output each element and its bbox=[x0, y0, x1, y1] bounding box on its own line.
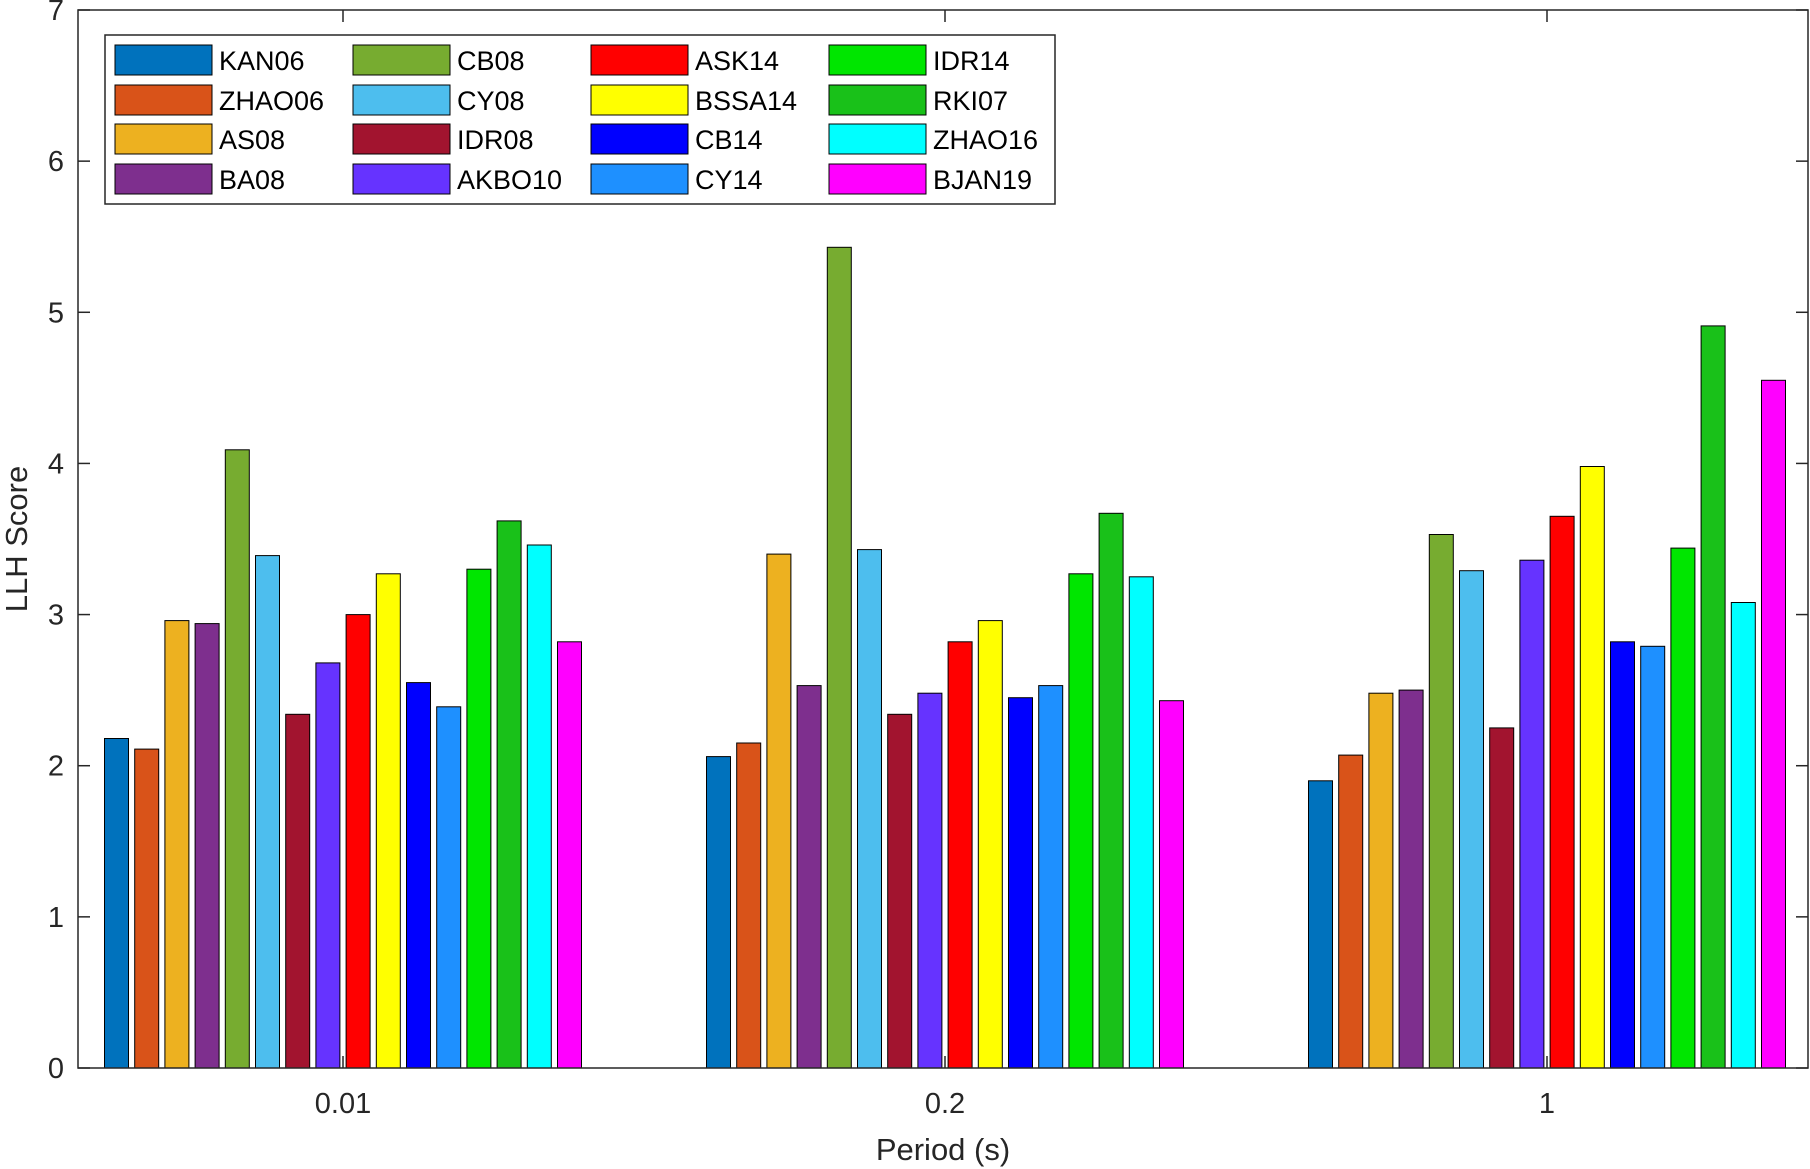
bar-ba08-0p01 bbox=[194, 623, 220, 1069]
legend-label-bssa14: BSSA14 bbox=[695, 86, 797, 116]
bar-as08-1 bbox=[1368, 692, 1394, 1069]
bar-group bbox=[104, 246, 1786, 1069]
legend-swatch-rki07 bbox=[828, 84, 927, 116]
bar-rki07-0p2 bbox=[1098, 512, 1124, 1069]
bar-bjan19-1 bbox=[1761, 379, 1786, 1069]
bar-bssa14-0p2 bbox=[977, 620, 1003, 1069]
x-axis-title: Period (s) bbox=[876, 1132, 1010, 1167]
bar-idr08-0p2 bbox=[887, 713, 913, 1069]
legend-swatch-bssa14 bbox=[590, 84, 689, 116]
y-tick-label: 7 bbox=[48, 0, 64, 27]
legend-swatch-idr08 bbox=[352, 123, 451, 155]
y-tick-label: 6 bbox=[48, 146, 64, 178]
legend-label-akbo10: AKBO10 bbox=[457, 165, 562, 195]
bar-cy14-1 bbox=[1640, 645, 1666, 1069]
legend-label-idr08: IDR08 bbox=[457, 125, 534, 155]
bar-akbo10-0p01 bbox=[315, 662, 341, 1069]
bar-bssa14-0p01 bbox=[375, 573, 401, 1069]
bar-idr14-0p2 bbox=[1068, 573, 1094, 1069]
legend-swatch-zhao06 bbox=[114, 84, 213, 116]
legend-label-idr14: IDR14 bbox=[933, 46, 1010, 76]
legend-swatch-idr14 bbox=[828, 44, 927, 76]
y-tick-label: 2 bbox=[48, 751, 64, 783]
legend-label-ask14: ASK14 bbox=[695, 46, 779, 76]
bar-bjan19-0p2 bbox=[1159, 700, 1184, 1069]
plot-area-frame bbox=[77, 9, 1809, 1069]
y-axis-title: LLH Score bbox=[0, 466, 34, 612]
legend: KAN06 ZHAO06 AS08 BA08 CB08 CY08 IDR08 AKBO10 AS… bbox=[104, 34, 1056, 205]
bar-cb14-0p2 bbox=[1008, 697, 1033, 1069]
bar-cb08-0p2 bbox=[826, 246, 852, 1069]
bar-zhao06-1 bbox=[1338, 754, 1364, 1069]
bar-rki07-0p01 bbox=[496, 520, 522, 1069]
bar-ask14-0p01 bbox=[345, 614, 371, 1069]
bar-bssa14-1 bbox=[1579, 466, 1605, 1069]
legend-swatch-kan06 bbox=[114, 44, 213, 76]
bar-zhao16-1 bbox=[1730, 602, 1756, 1069]
legend-label-cb08: CB08 bbox=[457, 46, 525, 76]
bar-cb08-1 bbox=[1428, 534, 1454, 1069]
legend-swatch-cb14 bbox=[590, 123, 689, 155]
bar-rki07-1 bbox=[1700, 325, 1726, 1069]
legend-label-cb14: CB14 bbox=[695, 125, 763, 155]
legend-label-bjan19: BJAN19 bbox=[933, 165, 1032, 195]
y-tick-label: 0 bbox=[48, 1053, 64, 1085]
y-tick-label: 4 bbox=[48, 448, 64, 480]
legend-swatch-cy14 bbox=[590, 163, 689, 195]
bar-kan06-1 bbox=[1308, 780, 1333, 1069]
legend-label-cy08: CY08 bbox=[457, 86, 525, 116]
bar-cy08-1 bbox=[1459, 570, 1484, 1069]
bar-cy14-0p2 bbox=[1038, 685, 1064, 1069]
x-axis: 0.01 0.2 1 bbox=[315, 10, 1555, 1120]
legend-swatch-zhao16 bbox=[828, 123, 927, 155]
bar-idr08-1 bbox=[1489, 727, 1515, 1069]
y-tick-label: 5 bbox=[48, 297, 64, 329]
legend-swatch-cb08 bbox=[352, 44, 451, 76]
bar-idr14-1 bbox=[1670, 547, 1696, 1069]
bar-ba08-0p2 bbox=[796, 685, 822, 1069]
bar-zhao06-0p01 bbox=[134, 748, 160, 1069]
legend-swatch-bjan19 bbox=[828, 163, 927, 195]
bar-cy08-0p01 bbox=[255, 555, 280, 1069]
bar-idr14-0p01 bbox=[466, 568, 492, 1069]
legend-label-zhao06: ZHAO06 bbox=[219, 86, 324, 116]
legend-swatch-ask14 bbox=[590, 44, 689, 76]
y-tick-label: 1 bbox=[48, 902, 64, 934]
x-tick-label: 0.2 bbox=[925, 1088, 965, 1120]
x-tick-label: 1 bbox=[1539, 1088, 1555, 1120]
bar-zhao06-0p2 bbox=[736, 742, 762, 1069]
bar-idr08-0p01 bbox=[285, 713, 311, 1069]
y-tick-label: 3 bbox=[48, 600, 64, 632]
bar-ask14-1 bbox=[1549, 515, 1575, 1069]
bar-zhao16-0p2 bbox=[1128, 576, 1154, 1069]
y-axis: 0 1 2 3 4 5 6 7 bbox=[48, 0, 1808, 1085]
legend-label-zhao16: ZHAO16 bbox=[933, 125, 1038, 155]
legend-label-ba08: BA08 bbox=[219, 165, 285, 195]
bar-as08-0p2 bbox=[766, 553, 792, 1069]
bar-ask14-0p2 bbox=[947, 641, 973, 1069]
legend-swatch-ba08 bbox=[114, 163, 213, 195]
legend-swatch-akbo10 bbox=[352, 163, 451, 195]
legend-label-cy14: CY14 bbox=[695, 165, 763, 195]
legend-swatch-cy08 bbox=[352, 84, 451, 116]
bar-cb08-0p01 bbox=[224, 449, 250, 1069]
bar-bjan19-0p01 bbox=[557, 641, 582, 1069]
bar-ba08-1 bbox=[1398, 689, 1424, 1069]
legend-swatch-as08 bbox=[114, 123, 213, 155]
bar-akbo10-1 bbox=[1519, 559, 1545, 1069]
bar-akbo10-0p2 bbox=[917, 692, 943, 1069]
bar-cy14-0p01 bbox=[436, 706, 462, 1069]
bar-kan06-0p2 bbox=[706, 756, 731, 1069]
bar-zhao16-0p01 bbox=[526, 544, 552, 1069]
legend-label-as08: AS08 bbox=[219, 125, 285, 155]
bar-cy08-0p2 bbox=[857, 549, 882, 1069]
bar-cb14-0p01 bbox=[406, 682, 431, 1069]
x-tick-label: 0.01 bbox=[315, 1088, 371, 1120]
legend-label-rki07: RKI07 bbox=[933, 86, 1008, 116]
bar-cb14-1 bbox=[1610, 641, 1635, 1069]
bar-as08-0p01 bbox=[164, 620, 190, 1069]
bar-kan06-0p01 bbox=[104, 738, 129, 1069]
legend-label-kan06: KAN06 bbox=[219, 46, 305, 76]
